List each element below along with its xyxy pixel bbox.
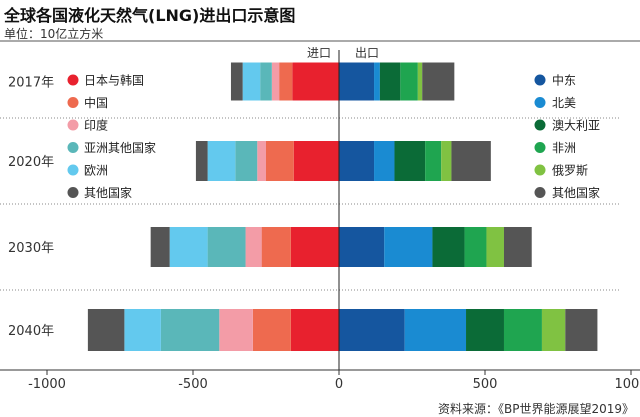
bar-import-0-0 [292, 62, 339, 101]
legend-export-label-4: 俄罗斯 [552, 164, 588, 178]
bar-import-5-1 [195, 141, 208, 181]
bar-import-4-2 [169, 227, 208, 267]
bar-import-0-2 [290, 227, 339, 267]
bar-export-5-2 [503, 227, 532, 267]
legend-import-dot-3 [67, 142, 79, 153]
legend-import-dot-1 [67, 97, 79, 108]
legend-export-label-5: 其他国家 [552, 185, 600, 200]
bar-export-0-3 [339, 309, 405, 351]
bar-import-1-3 [252, 309, 291, 351]
legend-export-dot-3 [534, 142, 546, 153]
bar-import-2-0 [271, 62, 280, 101]
bar-export-0-1 [339, 141, 375, 181]
legend-import-label-5: 其他国家 [84, 185, 132, 200]
bar-export-3-1 [425, 141, 442, 181]
chart-unit: 单位：10亿立方米 [4, 27, 104, 41]
category-label-3: 2040年 [8, 324, 54, 339]
bar-import-2-1 [257, 141, 266, 181]
legend-import-label-3: 亚洲其他国家 [84, 140, 156, 155]
legend-import-dot-0 [67, 74, 79, 86]
bar-import-3-1 [235, 141, 258, 181]
bar-export-3-2 [464, 227, 487, 267]
bar-import-2-2 [245, 227, 262, 267]
legend-export-label-1: 北美 [552, 96, 576, 110]
bar-export-4-3 [541, 309, 566, 351]
bar-import-0-1 [293, 141, 339, 181]
bar-export-2-0 [379, 62, 401, 101]
legend-export-label-3: 非洲 [552, 141, 576, 155]
x-tick-label-3: 500 [473, 377, 498, 392]
legend-export-dot-1 [534, 97, 546, 108]
bar-import-1-1 [266, 141, 294, 181]
x-tick-label-4: 1000 [614, 377, 640, 392]
bar-import-1-0 [279, 62, 293, 101]
bar-import-5-3 [87, 309, 125, 351]
bar-export-2-2 [432, 227, 465, 267]
bar-import-5-0 [230, 62, 243, 101]
bar-export-3-3 [503, 309, 542, 351]
bar-export-5-3 [565, 309, 598, 351]
chart-title: 全球各国液化天然气(LNG)进出口示意图 [4, 6, 296, 25]
legend-import-dot-2 [67, 119, 79, 131]
import-header: 进口 [307, 46, 331, 60]
legend-import-label-0: 日本与韩国 [84, 73, 144, 88]
bar-export-2-3 [466, 309, 504, 351]
bar-export-5-1 [451, 141, 491, 181]
chart-source: 资料来源：《BP世界能源展望2019》 [437, 402, 634, 416]
x-tick-label-0: -1000 [28, 377, 66, 392]
legend-import-label-1: 中国 [84, 95, 108, 110]
legend-export-dot-0 [534, 74, 546, 86]
bar-export-3-0 [400, 62, 418, 101]
bar-export-1-3 [404, 309, 467, 351]
bar-import-3-2 [207, 227, 246, 267]
bar-export-1-0 [374, 62, 380, 101]
bar-export-0-0 [339, 62, 375, 101]
legend-export-dot-4 [534, 164, 546, 176]
legend-export-label-0: 中东 [552, 73, 576, 88]
bar-import-5-2 [150, 227, 170, 267]
export-header: 出口 [355, 46, 379, 60]
bar-import-0-3 [290, 309, 339, 351]
bar-import-3-3 [160, 309, 220, 351]
bar-export-5-0 [422, 62, 455, 101]
legend-import-label-2: 印度 [84, 118, 108, 133]
x-tick-label-2: 0 [335, 377, 343, 392]
legend-export-dot-5 [534, 187, 546, 198]
x-tick-label-1: -500 [178, 377, 208, 392]
bar-import-1-2 [261, 227, 291, 267]
bar-import-3-0 [260, 62, 272, 101]
legend-import-dot-5 [67, 187, 79, 198]
bar-import-4-3 [124, 309, 161, 351]
bar-import-4-1 [207, 141, 236, 181]
legend-import-dot-4 [67, 164, 79, 176]
bar-export-4-0 [417, 62, 423, 101]
bar-export-2-1 [394, 141, 426, 181]
legend-import-label-4: 欧洲 [84, 164, 108, 178]
bar-export-0-2 [339, 227, 385, 267]
bar-export-1-1 [374, 141, 395, 181]
bar-export-4-2 [486, 227, 504, 267]
legend-export-dot-2 [534, 119, 546, 131]
category-label-0: 2017年 [8, 76, 54, 91]
bar-export-4-1 [441, 141, 452, 181]
bar-import-2-3 [219, 309, 253, 351]
legend-export-label-2: 澳大利亚 [552, 119, 600, 133]
bar-export-1-2 [384, 227, 433, 267]
category-label-2: 2030年 [8, 241, 54, 256]
category-label-1: 2020年 [8, 155, 54, 170]
bar-import-4-0 [242, 62, 261, 101]
